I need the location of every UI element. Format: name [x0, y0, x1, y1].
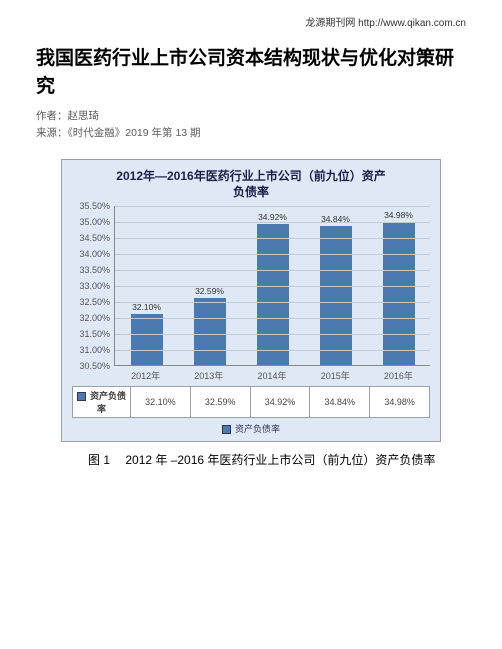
- bar-value-label: 32.10%: [132, 302, 161, 312]
- bar: 32.10%: [131, 314, 163, 365]
- x-tick-label: 2016年: [367, 366, 430, 382]
- legend-text: 资产负债率: [235, 424, 280, 434]
- grid-line: [115, 206, 430, 207]
- y-tick-label: 33.00%: [79, 281, 110, 291]
- y-tick-label: 34.00%: [79, 249, 110, 259]
- table-cell: 34.84%: [310, 387, 370, 418]
- grid-line: [115, 222, 430, 223]
- author-label: 作者：: [36, 110, 68, 122]
- table-cell: 34.92%: [250, 387, 310, 418]
- plot-region: 32.10% 32.59% 34.92% 34.84% 34.98%: [114, 206, 430, 366]
- chart-legend: 资产负债率: [72, 418, 430, 435]
- bar: 34.92%: [257, 224, 289, 365]
- table-row-header: 资产负债率: [73, 387, 131, 418]
- chart-container: 2012年—2016年医药行业上市公司（前九位）资产 负债率 35.50% 35.…: [61, 159, 441, 442]
- x-tick-label: 2015年: [304, 366, 367, 382]
- bar-value-label: 32.59%: [195, 286, 224, 296]
- y-tick-label: 32.50%: [79, 297, 110, 307]
- grid-line: [115, 238, 430, 239]
- site-prefix: 龙源期刊网: [305, 18, 358, 29]
- bar-value-label: 34.98%: [384, 210, 413, 220]
- source-value: 《时代金融》2019 年第 13 期: [68, 127, 201, 139]
- author-line: 作者：赵思琦: [36, 108, 466, 125]
- table-cell: 32.59%: [190, 387, 250, 418]
- y-tick-label: 30.50%: [79, 361, 110, 371]
- chart-plot-area: 35.50%35.00%34.50%34.00%33.50%33.00%32.5…: [72, 206, 430, 366]
- site-header: 龙源期刊网 http://www.qikan.com.cn: [36, 14, 466, 29]
- bar: 34.98%: [383, 222, 415, 365]
- x-tick-label: 2014年: [240, 366, 303, 382]
- author-name: 赵思琦: [68, 110, 100, 122]
- y-tick-label: 34.50%: [79, 233, 110, 243]
- figure-caption: 图 1 2012 年 –2016 年医药行业上市公司（前九位）资产负债率: [76, 450, 448, 470]
- table-cell: 32.10%: [131, 387, 191, 418]
- y-axis: 35.50%35.00%34.50%34.00%33.50%33.00%32.5…: [72, 206, 114, 366]
- bar: 32.59%: [194, 298, 226, 365]
- x-tick-label: 2012年: [114, 366, 177, 382]
- grid-line: [115, 302, 430, 303]
- chart-data-table: 资产负债率 32.10% 32.59% 34.92% 34.84% 34.98%: [72, 386, 430, 418]
- grid-line: [115, 318, 430, 319]
- y-tick-label: 33.50%: [79, 265, 110, 275]
- bar-value-label: 34.92%: [258, 212, 287, 222]
- grid-line: [115, 270, 430, 271]
- y-tick-label: 35.50%: [79, 201, 110, 211]
- chart-title-line1: 2012年—2016年医药行业上市公司（前九位）资产: [116, 169, 385, 183]
- table-row: 资产负债率 32.10% 32.59% 34.92% 34.84% 34.98%: [73, 387, 430, 418]
- source-label: 来源：: [36, 127, 68, 139]
- x-tick-label: 2013年: [177, 366, 240, 382]
- legend-swatch-icon: [77, 392, 86, 401]
- y-tick-label: 31.50%: [79, 329, 110, 339]
- x-axis: 2012年2013年2014年2015年2016年: [114, 366, 430, 382]
- row-header-text: 资产负债率: [90, 391, 126, 414]
- grid-line: [115, 334, 430, 335]
- site-url: http://www.qikan.com.cn: [358, 18, 466, 29]
- article-title: 我国医药行业上市公司资本结构现状与优化对策研究: [36, 45, 466, 100]
- y-tick-label: 35.00%: [79, 217, 110, 227]
- table-cell: 34.98%: [370, 387, 430, 418]
- legend-swatch-icon: [222, 425, 231, 434]
- grid-line: [115, 350, 430, 351]
- y-tick-label: 31.00%: [79, 345, 110, 355]
- y-tick-label: 32.00%: [79, 313, 110, 323]
- chart-title-line2: 负债率: [233, 185, 269, 199]
- chart-title: 2012年—2016年医药行业上市公司（前九位）资产 负债率: [72, 168, 430, 200]
- bar: 34.84%: [320, 226, 352, 365]
- source-line: 来源：《时代金融》2019 年第 13 期: [36, 125, 466, 142]
- grid-line: [115, 286, 430, 287]
- grid-line: [115, 254, 430, 255]
